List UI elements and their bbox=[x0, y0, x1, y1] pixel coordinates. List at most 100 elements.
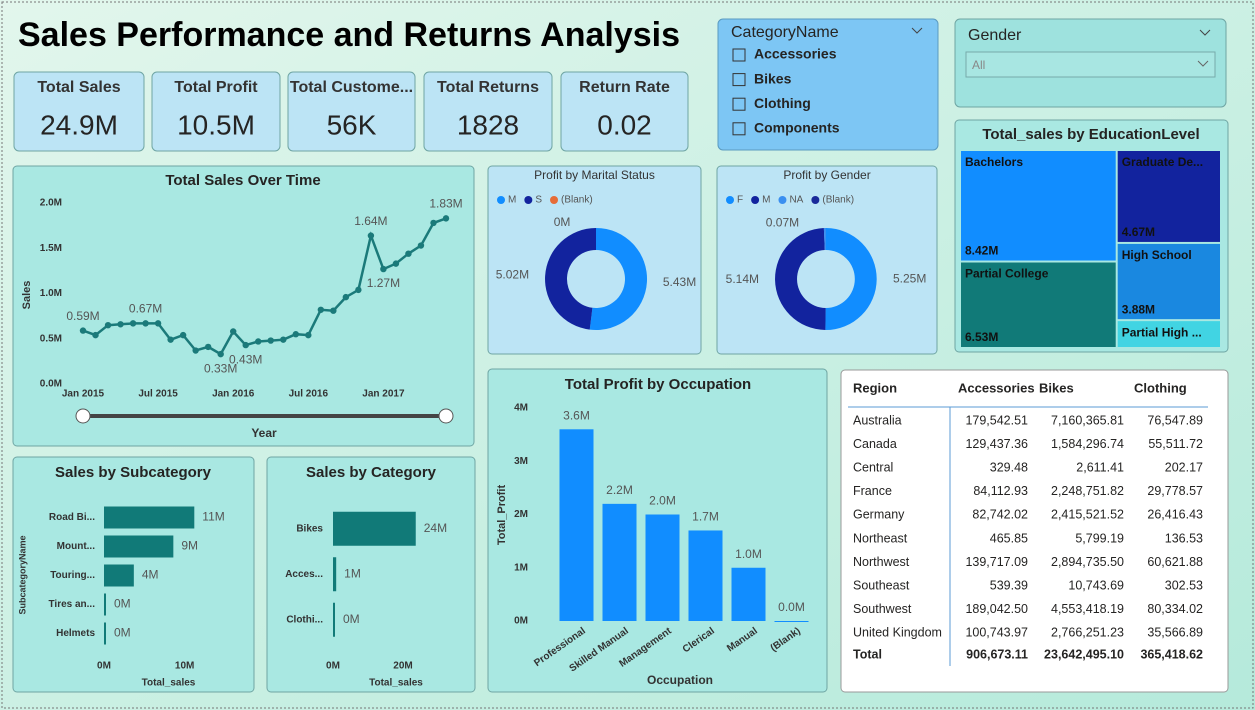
legend-label: S bbox=[535, 195, 542, 206]
line-point bbox=[92, 331, 99, 339]
donut-slice bbox=[589, 228, 648, 330]
data-label: 24M bbox=[424, 521, 447, 535]
data-label: 0M bbox=[114, 597, 131, 611]
slicer-chevron[interactable] bbox=[1199, 29, 1211, 36]
line-point bbox=[192, 347, 199, 354]
kpi-value: 1828 bbox=[457, 109, 519, 140]
line-point bbox=[367, 232, 375, 239]
table-cell: 329.48 bbox=[990, 460, 1028, 474]
x-tick-label: 0M bbox=[326, 661, 340, 672]
x-axis-label: Total_sales bbox=[369, 678, 423, 689]
range-slider-handle[interactable] bbox=[438, 408, 454, 424]
treemap-cell bbox=[1117, 151, 1220, 242]
data-label: 0.0M bbox=[778, 600, 805, 614]
x-tick-label: Jul 2016 bbox=[289, 389, 329, 400]
line-point bbox=[317, 306, 325, 313]
gender-dropdown[interactable] bbox=[965, 51, 1216, 78]
legend-label: NA bbox=[789, 195, 803, 206]
table-cell: Northwest bbox=[853, 555, 910, 569]
chart-title: Profit by Gender bbox=[783, 168, 870, 182]
checkbox[interactable] bbox=[732, 122, 746, 136]
bar bbox=[688, 530, 723, 621]
line-point bbox=[154, 320, 162, 327]
slicer-option[interactable]: Bikes bbox=[754, 70, 792, 86]
line-point bbox=[392, 260, 400, 267]
legend-label: M bbox=[508, 195, 516, 206]
table-cell: 2,611.41 bbox=[1076, 460, 1124, 474]
x-tick-label: Jan 2015 bbox=[62, 389, 105, 400]
bar bbox=[333, 557, 337, 592]
dropdown-chevron[interactable] bbox=[1197, 60, 1209, 67]
column-header: Accessories bbox=[958, 380, 1035, 395]
x-axis-label: Total_sales bbox=[142, 678, 196, 689]
slicer-option[interactable]: Clothing bbox=[754, 95, 811, 111]
x-tick-label: 10M bbox=[175, 661, 194, 672]
legend-swatch bbox=[811, 196, 820, 204]
table-cell: 465.85 bbox=[990, 531, 1028, 545]
slicer-option[interactable]: Accessories bbox=[754, 46, 837, 62]
table-cell: Central bbox=[853, 460, 893, 474]
x-axis-label: Occupation bbox=[647, 673, 713, 687]
line-point bbox=[405, 250, 412, 257]
chart-title: Total_sales by EducationLevel bbox=[982, 126, 1199, 143]
kpi-value: 10.5M bbox=[177, 109, 255, 140]
data-label: 1.7M bbox=[692, 510, 719, 524]
x-tick-label: 0M bbox=[97, 661, 111, 672]
y-tick-label: Acces... bbox=[285, 569, 323, 580]
y-tick-label: Clothi... bbox=[286, 614, 323, 625]
line-point bbox=[292, 331, 299, 338]
line-point bbox=[79, 327, 87, 334]
checkbox[interactable] bbox=[732, 48, 746, 62]
table-cell: 189,042.50 bbox=[965, 602, 1028, 616]
chart-title: Total Sales Over Time bbox=[165, 172, 320, 189]
data-label: 0M bbox=[554, 215, 571, 229]
y-tick-label: 0.0M bbox=[40, 379, 62, 390]
column-header: Clothing bbox=[1134, 380, 1187, 395]
y-tick-label: 0.5M bbox=[40, 333, 62, 344]
table-cell: 55,511.72 bbox=[1148, 437, 1203, 451]
chart-title: Total Profit by Occupation bbox=[565, 376, 751, 393]
table-cell: 4,553,418.19 bbox=[1051, 602, 1124, 616]
table-cell: 10,743.69 bbox=[1068, 578, 1124, 592]
y-tick-label: Tires an... bbox=[48, 599, 95, 610]
donut-slice bbox=[825, 228, 877, 331]
bar bbox=[333, 602, 335, 637]
treemap-label: High School bbox=[1122, 248, 1192, 262]
y-tick-label: Helmets bbox=[56, 628, 95, 639]
bar bbox=[104, 506, 195, 529]
table-cell: United Kingdom bbox=[853, 626, 942, 640]
line-point bbox=[179, 331, 187, 339]
y-tick-label: 2.0M bbox=[40, 198, 62, 209]
kpi-card bbox=[287, 71, 416, 152]
line-point bbox=[430, 219, 437, 227]
table-cell: 35,566.89 bbox=[1147, 626, 1203, 640]
table-cell: 60,621.88 bbox=[1147, 555, 1203, 569]
legend-label: M bbox=[762, 195, 770, 206]
line-point bbox=[230, 328, 237, 335]
x-axis-label: Year bbox=[251, 426, 277, 440]
table-cell: 84,112.93 bbox=[973, 484, 1028, 498]
table-cell: Southwest bbox=[853, 602, 912, 616]
slicer-option[interactable]: Components bbox=[754, 120, 840, 136]
checkbox[interactable] bbox=[732, 97, 746, 111]
y-tick-label: Touring... bbox=[50, 570, 95, 581]
legend-label: (Blank) bbox=[822, 195, 854, 206]
data-label: 0.59M bbox=[66, 309, 99, 323]
line-point bbox=[217, 350, 224, 358]
table-cell: 100,743.97 bbox=[965, 626, 1028, 640]
column-header: Region bbox=[853, 380, 897, 395]
donut-slice bbox=[823, 228, 826, 251]
slicer-chevron[interactable] bbox=[911, 27, 923, 34]
table-cell: 82,742.02 bbox=[972, 508, 1028, 522]
y-tick-label: 4M bbox=[514, 403, 528, 414]
range-slider-handle[interactable] bbox=[75, 408, 91, 424]
data-label: 1.27M bbox=[367, 276, 400, 290]
checkbox[interactable] bbox=[732, 73, 746, 87]
line-point bbox=[442, 215, 450, 222]
data-label: 6.53M bbox=[965, 330, 998, 344]
slicer-title: Gender bbox=[968, 27, 1022, 44]
line-point bbox=[280, 336, 287, 343]
kpi-value: 56K bbox=[327, 109, 377, 140]
